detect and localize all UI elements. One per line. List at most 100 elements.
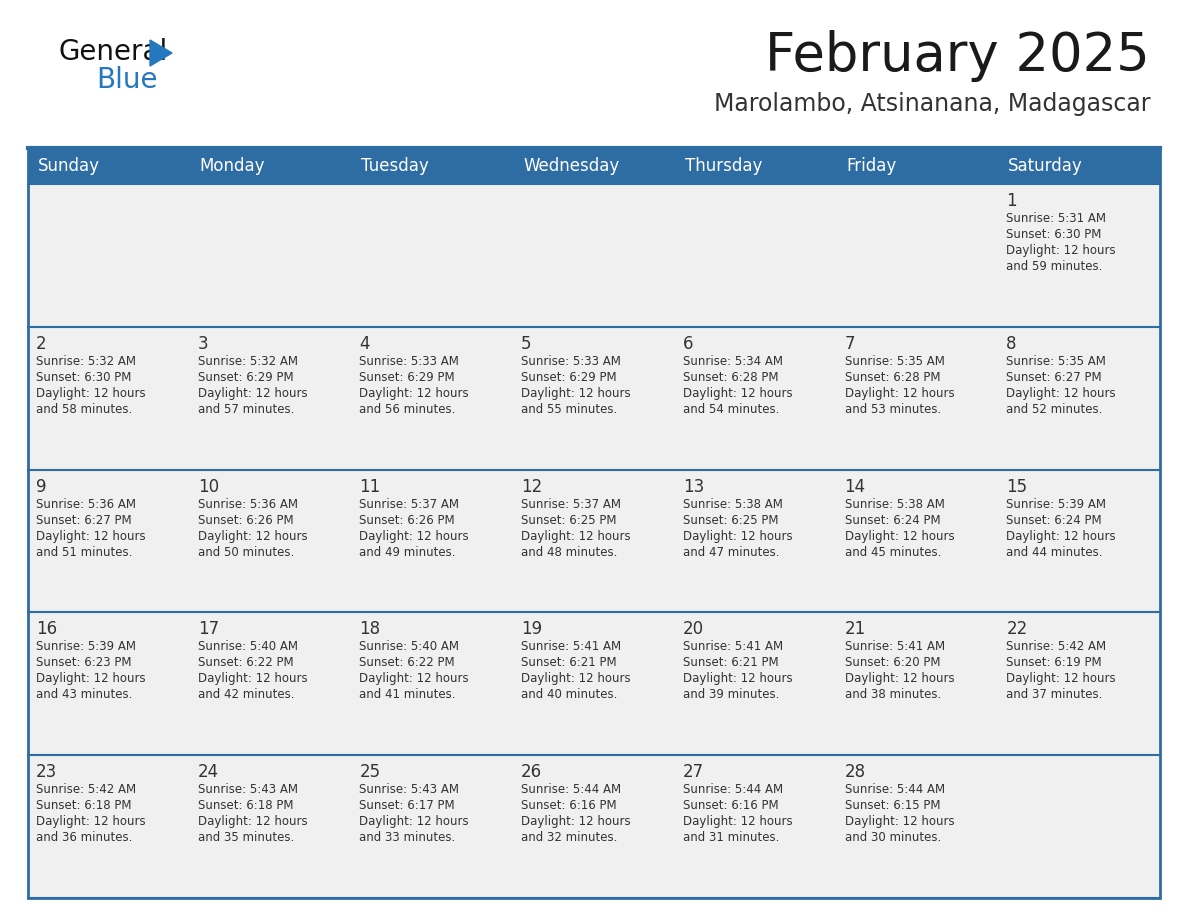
Text: and 43 minutes.: and 43 minutes. — [36, 688, 132, 701]
Text: Sunrise: 5:35 AM: Sunrise: 5:35 AM — [1006, 354, 1106, 368]
Text: Sunrise: 5:41 AM: Sunrise: 5:41 AM — [683, 641, 783, 654]
Text: Daylight: 12 hours: Daylight: 12 hours — [360, 672, 469, 686]
Text: Daylight: 12 hours: Daylight: 12 hours — [360, 386, 469, 400]
Text: Daylight: 12 hours: Daylight: 12 hours — [845, 815, 954, 828]
Text: 19: 19 — [522, 621, 542, 638]
Text: and 55 minutes.: and 55 minutes. — [522, 403, 618, 416]
Text: Saturday: Saturday — [1009, 157, 1083, 175]
Text: Daylight: 12 hours: Daylight: 12 hours — [36, 815, 146, 828]
Text: and 51 minutes.: and 51 minutes. — [36, 545, 132, 558]
Text: and 56 minutes.: and 56 minutes. — [360, 403, 456, 416]
Text: Daylight: 12 hours: Daylight: 12 hours — [683, 672, 792, 686]
Text: Sunset: 6:19 PM: Sunset: 6:19 PM — [1006, 656, 1102, 669]
Text: and 42 minutes.: and 42 minutes. — [197, 688, 295, 701]
Bar — [29, 327, 1159, 470]
Text: and 48 minutes.: and 48 minutes. — [522, 545, 618, 558]
Text: Sunrise: 5:38 AM: Sunrise: 5:38 AM — [845, 498, 944, 510]
Text: Sunrise: 5:40 AM: Sunrise: 5:40 AM — [360, 641, 460, 654]
Text: Sunrise: 5:36 AM: Sunrise: 5:36 AM — [36, 498, 135, 510]
Text: 21: 21 — [845, 621, 866, 638]
Text: Sunrise: 5:41 AM: Sunrise: 5:41 AM — [522, 641, 621, 654]
Text: 11: 11 — [360, 477, 380, 496]
Text: 12: 12 — [522, 477, 543, 496]
Text: Sunrise: 5:32 AM: Sunrise: 5:32 AM — [36, 354, 135, 368]
Text: Wednesday: Wednesday — [523, 157, 619, 175]
Text: Sunset: 6:28 PM: Sunset: 6:28 PM — [683, 371, 778, 384]
Text: Sunset: 6:29 PM: Sunset: 6:29 PM — [360, 371, 455, 384]
Text: Daylight: 12 hours: Daylight: 12 hours — [522, 815, 631, 828]
Text: Daylight: 12 hours: Daylight: 12 hours — [197, 815, 308, 828]
Text: and 40 minutes.: and 40 minutes. — [522, 688, 618, 701]
Text: Sunrise: 5:37 AM: Sunrise: 5:37 AM — [360, 498, 460, 510]
Text: Daylight: 12 hours: Daylight: 12 hours — [197, 672, 308, 686]
Text: 6: 6 — [683, 335, 694, 353]
Text: Sunrise: 5:36 AM: Sunrise: 5:36 AM — [197, 498, 298, 510]
Text: Sunrise: 5:43 AM: Sunrise: 5:43 AM — [197, 783, 298, 796]
Text: 22: 22 — [1006, 621, 1028, 638]
Text: Friday: Friday — [847, 157, 897, 175]
Text: Sunset: 6:18 PM: Sunset: 6:18 PM — [197, 800, 293, 812]
Text: Sunset: 6:30 PM: Sunset: 6:30 PM — [36, 371, 132, 384]
Bar — [998, 148, 1159, 184]
Text: Sunset: 6:22 PM: Sunset: 6:22 PM — [360, 656, 455, 669]
Text: Sunrise: 5:43 AM: Sunrise: 5:43 AM — [360, 783, 460, 796]
Text: Daylight: 12 hours: Daylight: 12 hours — [845, 530, 954, 543]
Text: 17: 17 — [197, 621, 219, 638]
Text: Sunset: 6:15 PM: Sunset: 6:15 PM — [845, 800, 940, 812]
Text: and 59 minutes.: and 59 minutes. — [1006, 260, 1102, 273]
Text: Sunset: 6:24 PM: Sunset: 6:24 PM — [1006, 513, 1102, 527]
Text: 26: 26 — [522, 763, 542, 781]
Text: and 45 minutes.: and 45 minutes. — [845, 545, 941, 558]
Text: Sunset: 6:26 PM: Sunset: 6:26 PM — [197, 513, 293, 527]
Text: Sunrise: 5:33 AM: Sunrise: 5:33 AM — [522, 354, 621, 368]
Text: and 31 minutes.: and 31 minutes. — [683, 831, 779, 845]
Text: Sunset: 6:20 PM: Sunset: 6:20 PM — [845, 656, 940, 669]
Text: Daylight: 12 hours: Daylight: 12 hours — [683, 815, 792, 828]
Text: Sunday: Sunday — [38, 157, 100, 175]
Text: Daylight: 12 hours: Daylight: 12 hours — [522, 672, 631, 686]
Bar — [190, 148, 352, 184]
Text: Daylight: 12 hours: Daylight: 12 hours — [360, 530, 469, 543]
Text: 3: 3 — [197, 335, 208, 353]
Text: Daylight: 12 hours: Daylight: 12 hours — [683, 530, 792, 543]
Text: 23: 23 — [36, 763, 57, 781]
Text: 25: 25 — [360, 763, 380, 781]
Text: 2: 2 — [36, 335, 46, 353]
Text: Sunset: 6:27 PM: Sunset: 6:27 PM — [1006, 371, 1102, 384]
Text: Sunset: 6:18 PM: Sunset: 6:18 PM — [36, 800, 132, 812]
Text: and 52 minutes.: and 52 minutes. — [1006, 403, 1102, 416]
Text: Sunset: 6:22 PM: Sunset: 6:22 PM — [197, 656, 293, 669]
Text: 15: 15 — [1006, 477, 1028, 496]
Text: Daylight: 12 hours: Daylight: 12 hours — [1006, 530, 1116, 543]
Text: Sunrise: 5:31 AM: Sunrise: 5:31 AM — [1006, 212, 1106, 225]
Text: Sunset: 6:24 PM: Sunset: 6:24 PM — [845, 513, 940, 527]
Text: and 36 minutes.: and 36 minutes. — [36, 831, 132, 845]
Text: 10: 10 — [197, 477, 219, 496]
Bar — [675, 148, 836, 184]
Text: Daylight: 12 hours: Daylight: 12 hours — [845, 386, 954, 400]
Text: Daylight: 12 hours: Daylight: 12 hours — [522, 386, 631, 400]
Text: 24: 24 — [197, 763, 219, 781]
Text: 27: 27 — [683, 763, 704, 781]
Text: 18: 18 — [360, 621, 380, 638]
Text: Sunset: 6:25 PM: Sunset: 6:25 PM — [522, 513, 617, 527]
Text: Sunset: 6:21 PM: Sunset: 6:21 PM — [683, 656, 778, 669]
Text: 7: 7 — [845, 335, 855, 353]
Text: and 35 minutes.: and 35 minutes. — [197, 831, 293, 845]
Text: and 57 minutes.: and 57 minutes. — [197, 403, 295, 416]
Text: 9: 9 — [36, 477, 46, 496]
Polygon shape — [150, 40, 172, 66]
Text: Sunset: 6:17 PM: Sunset: 6:17 PM — [360, 800, 455, 812]
Text: and 41 minutes.: and 41 minutes. — [360, 688, 456, 701]
Text: and 44 minutes.: and 44 minutes. — [1006, 545, 1102, 558]
Text: and 53 minutes.: and 53 minutes. — [845, 403, 941, 416]
Text: 1: 1 — [1006, 192, 1017, 210]
Text: Sunset: 6:30 PM: Sunset: 6:30 PM — [1006, 228, 1101, 241]
Text: 8: 8 — [1006, 335, 1017, 353]
Text: Sunrise: 5:42 AM: Sunrise: 5:42 AM — [36, 783, 137, 796]
Text: and 39 minutes.: and 39 minutes. — [683, 688, 779, 701]
Text: and 30 minutes.: and 30 minutes. — [845, 831, 941, 845]
Text: Sunrise: 5:44 AM: Sunrise: 5:44 AM — [522, 783, 621, 796]
Text: Sunrise: 5:38 AM: Sunrise: 5:38 AM — [683, 498, 783, 510]
Text: Blue: Blue — [96, 66, 158, 94]
